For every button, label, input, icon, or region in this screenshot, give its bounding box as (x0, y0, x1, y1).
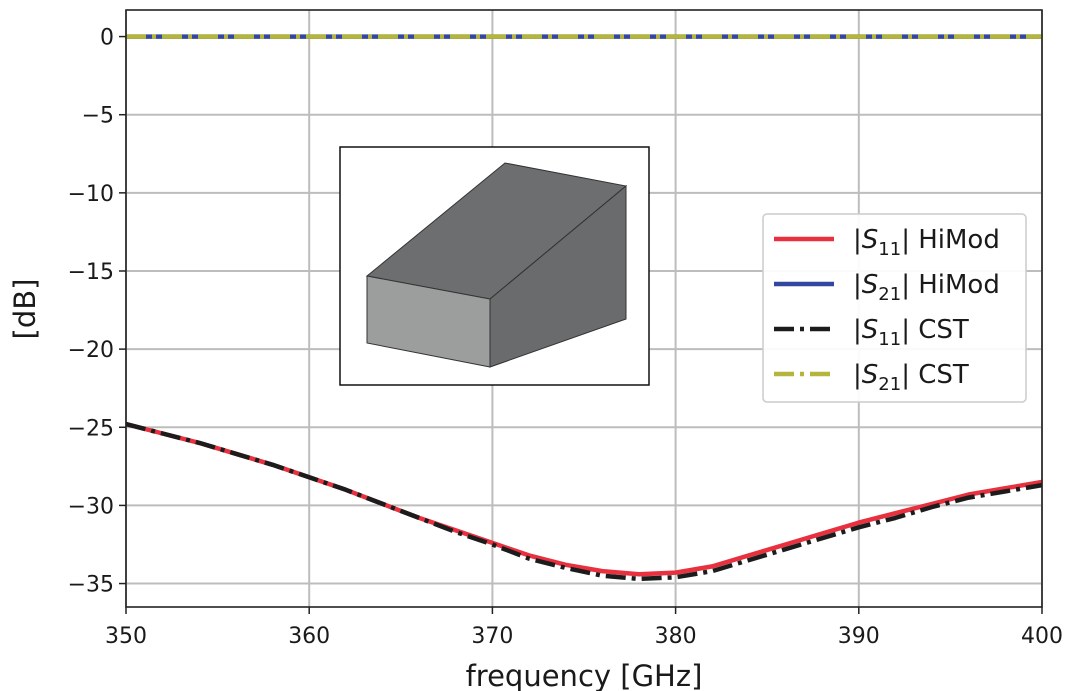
block-front-face (366, 275, 491, 368)
legend-frame (762, 213, 1027, 403)
y-tick-label: 0 (100, 26, 114, 51)
y-axis-title: [dB] (8, 279, 42, 340)
legend-label: |S11| HiMod (853, 225, 1000, 260)
x-tick-label: 400 (1021, 624, 1063, 649)
legend-label: |S11| CST (853, 315, 969, 350)
series-layer (125, 34, 1043, 582)
x-tick-label: 360 (288, 624, 330, 649)
x-tick-label: 370 (471, 624, 513, 649)
legend: |S11| HiMod |S21| HiMod |S11| CST |S21| CST (762, 213, 1027, 403)
x-tick-label: 380 (655, 624, 697, 649)
y-tick-label: −20 (68, 338, 114, 363)
series-line-s11-himod (125, 421, 1043, 577)
plot-frame (125, 9, 1043, 608)
series-line-s11-cst (125, 421, 1043, 582)
y-tick-label: −15 (68, 260, 114, 285)
x-tick-label: 390 (838, 624, 880, 649)
x-tick-label: 350 (105, 624, 147, 649)
legend-label: |S21| HiMod (853, 270, 1000, 305)
y-tick-label: −35 (68, 573, 114, 598)
y-tick-label: −10 (68, 182, 114, 207)
y-tick-label: −5 (82, 104, 114, 129)
geometry-inset (339, 146, 650, 386)
axis-ticks: 350 360 370 380 390 400 0 −5 −10 −15 −20 −25 −30 −35 (68, 26, 1063, 649)
y-tick-label: −25 (68, 416, 114, 441)
x-axis-title: frequency [GHz] (466, 659, 703, 691)
legend-label: |S21| CST (853, 360, 969, 395)
y-tick-label: −30 (68, 494, 114, 519)
